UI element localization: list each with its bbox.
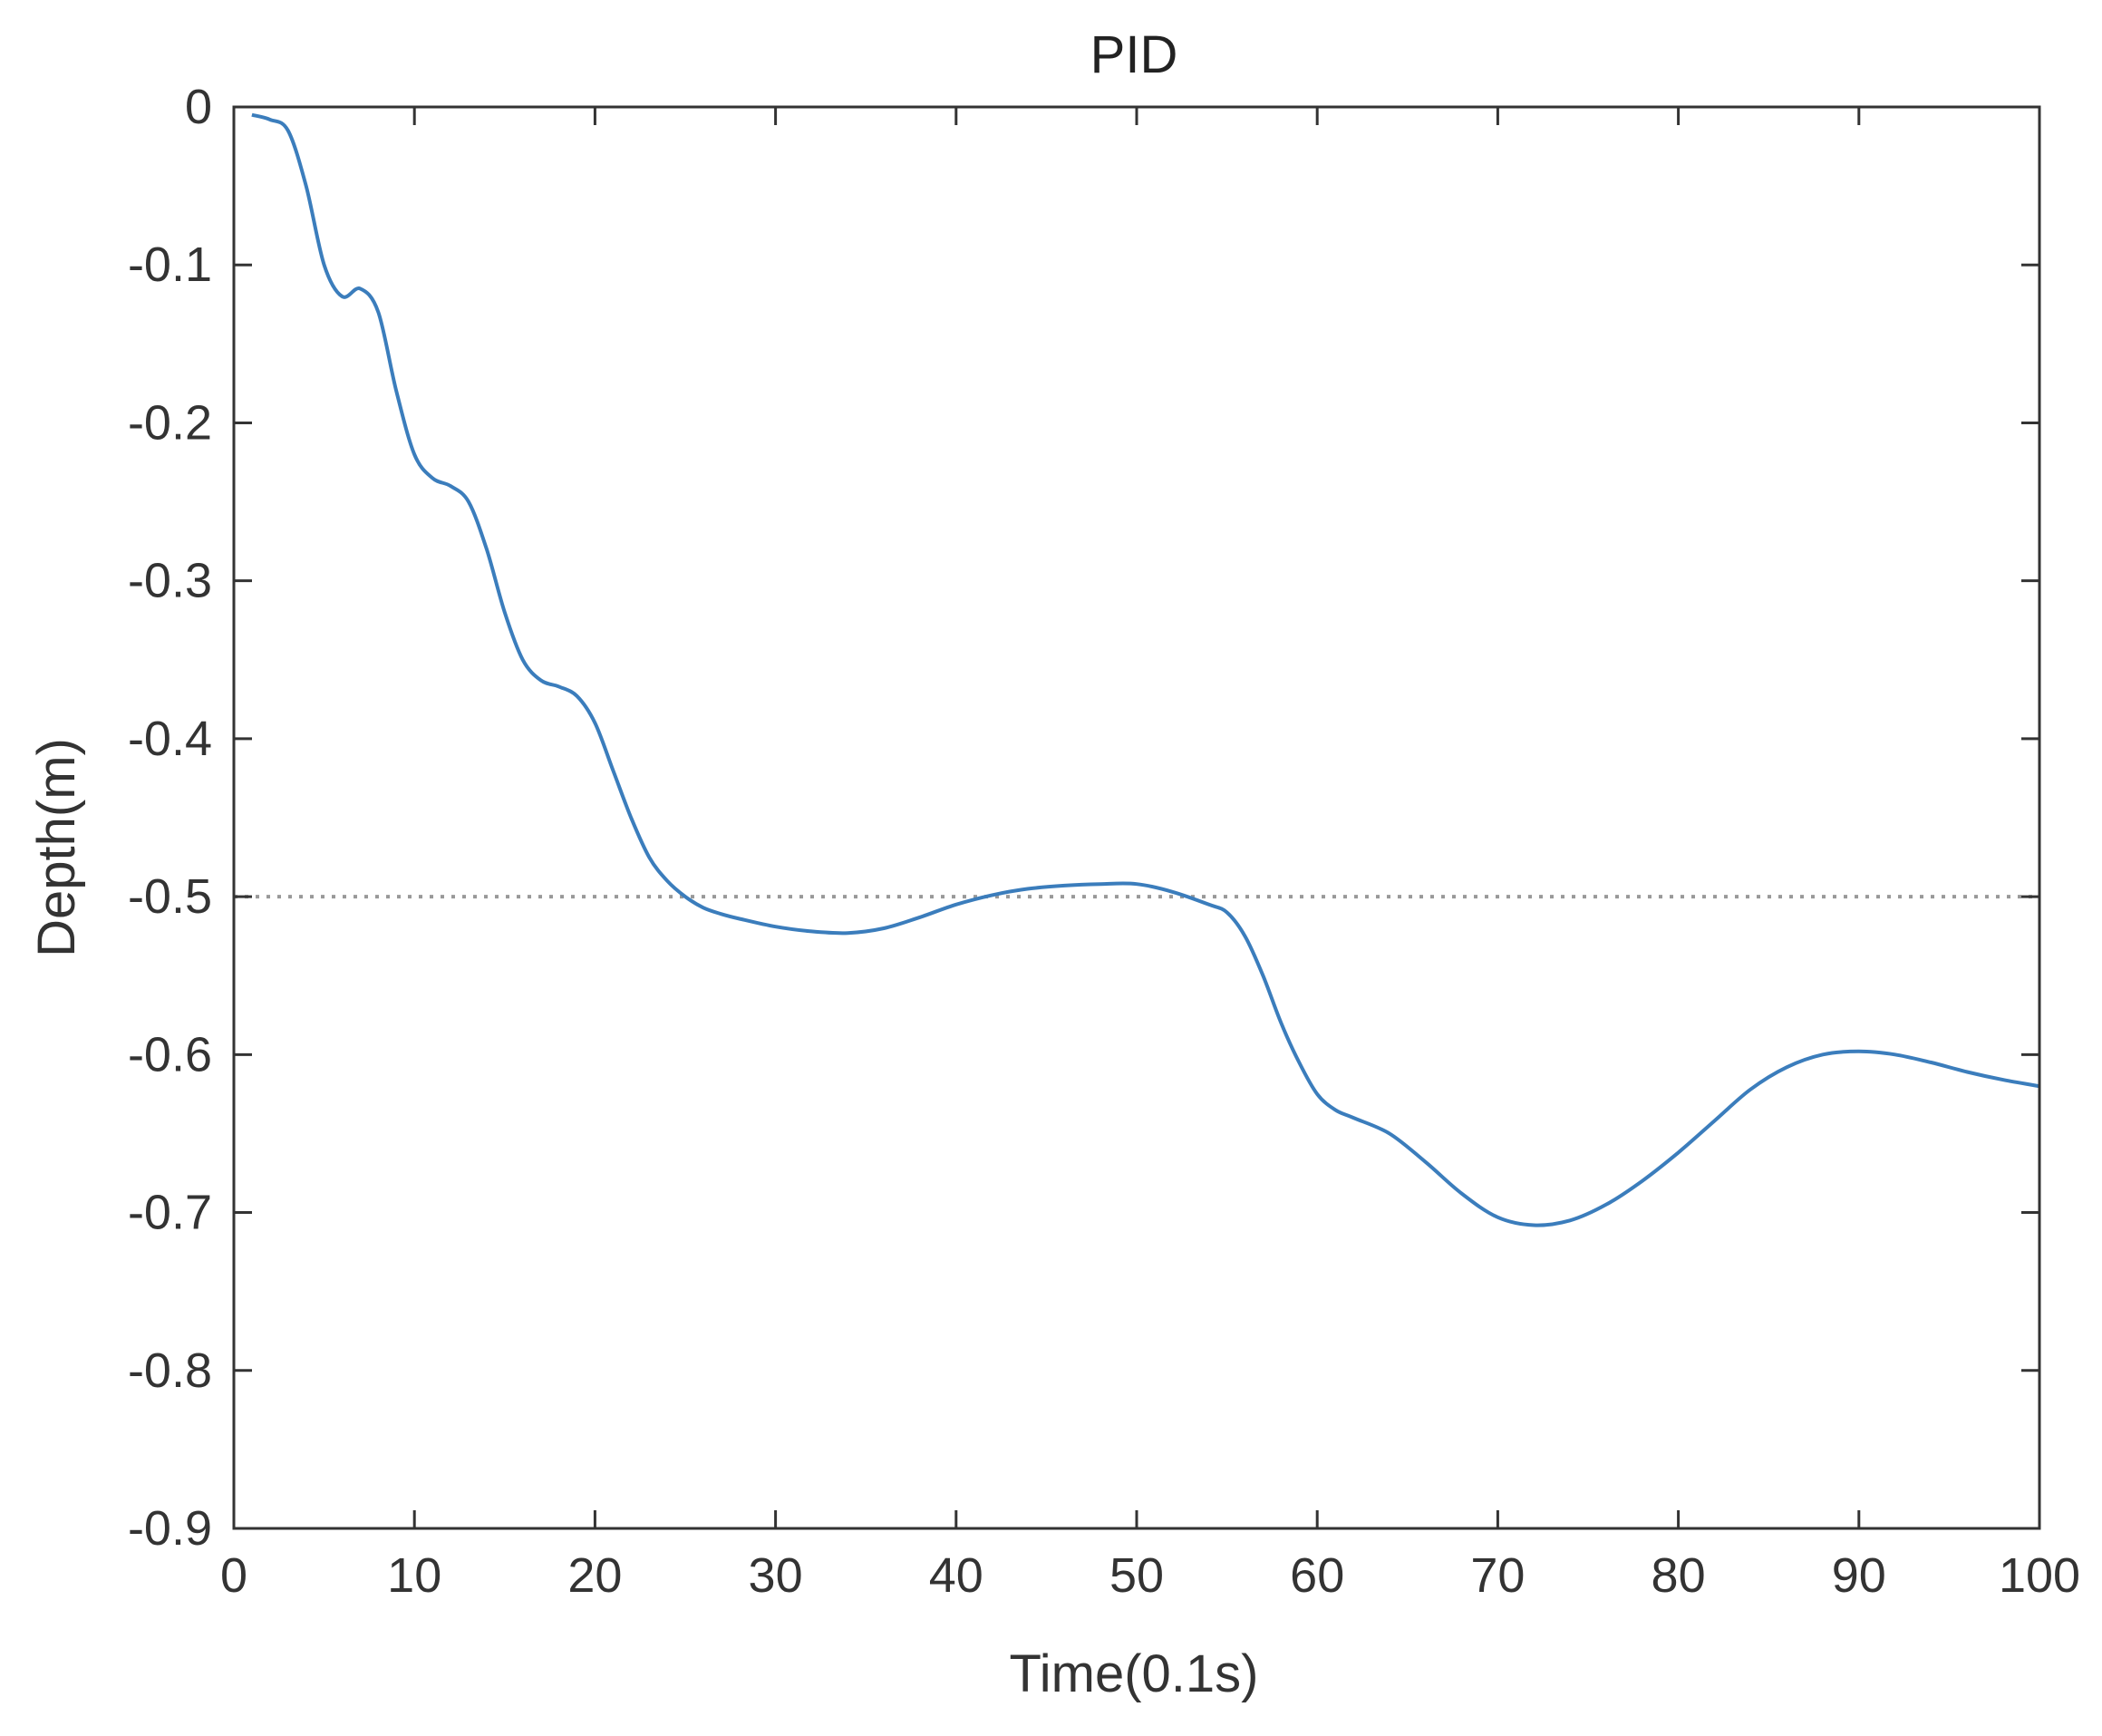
chart-title: PID [1090, 25, 1178, 84]
x-tick-label: 70 [1470, 1548, 1525, 1603]
y-tick-label: -0.4 [128, 712, 212, 766]
y-tick-label: 0 [185, 80, 212, 134]
x-tick-label: 60 [1290, 1548, 1344, 1603]
x-axis-label: Time(0.1s) [1010, 1644, 1259, 1703]
y-axis-label: Depth(m) [27, 738, 86, 957]
y-tick-label: -0.8 [128, 1343, 212, 1398]
y-tick-label: -0.2 [128, 395, 212, 450]
x-tick-label: 0 [220, 1548, 247, 1603]
x-tick-label: 30 [749, 1548, 803, 1603]
x-tick-label: 80 [1652, 1548, 1706, 1603]
x-tick-label: 10 [387, 1548, 441, 1603]
y-tick-label: -0.1 [128, 238, 212, 292]
y-tick-label: -0.6 [128, 1027, 212, 1081]
y-tick-label: -0.3 [128, 554, 212, 608]
x-tick-label: 50 [1109, 1548, 1164, 1603]
x-tick-label: 40 [929, 1548, 983, 1603]
y-tick-label: -0.7 [128, 1186, 212, 1240]
x-tick-label: 90 [1832, 1548, 1886, 1603]
x-tick-label: 100 [1999, 1548, 2080, 1603]
y-tick-label: -0.5 [128, 869, 212, 924]
x-axis-ticks: 0 10 20 30 40 50 60 70 80 90 100 [220, 107, 2080, 1603]
y-tick-label: -0.9 [128, 1501, 212, 1556]
x-tick-label: 20 [567, 1548, 622, 1603]
series-line [251, 112, 2040, 1227]
y-axis-ticks: 0 -0.1 -0.2 -0.3 -0.4 -0.5 -0.6 -0.7 -0.8 -0.9 [128, 80, 2039, 1556]
